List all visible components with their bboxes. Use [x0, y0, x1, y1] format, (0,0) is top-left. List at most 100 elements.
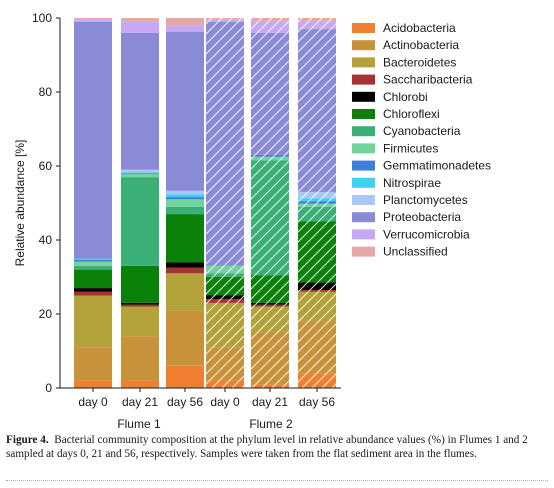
legend-label: Chloroflexi [383, 107, 440, 121]
bar-segment-hatch [251, 304, 289, 307]
bar-segment-hatch [206, 299, 244, 303]
bar-segment-hatch [206, 273, 244, 277]
legend-label: Verrucomicrobia [383, 227, 470, 241]
bar-segment [166, 206, 204, 215]
bar-segment-hatch [298, 289, 336, 292]
bar-segment-hatch [298, 21, 336, 30]
legend-label: Chlorobi [383, 90, 428, 104]
legend-entry: Nitrospirae [352, 176, 441, 190]
bar-segment [166, 197, 204, 200]
bar-segment [121, 304, 159, 307]
bar-segment-hatch [298, 282, 336, 290]
bar-segment-hatch [206, 19, 244, 22]
bars-layer [74, 18, 336, 388]
y-tick-label: 80 [39, 85, 53, 99]
bar-segment [121, 380, 159, 388]
legend-swatch [352, 246, 375, 257]
bar-segment-hatch [206, 380, 244, 388]
bar-segment-hatch [206, 347, 244, 381]
bar-segment-hatch [251, 306, 289, 333]
bar-segment [121, 173, 159, 175]
x-tick-label: day 56 [167, 395, 203, 409]
bar-segment-hatch [251, 160, 289, 276]
bar-segment [166, 262, 204, 268]
bar-segment [74, 291, 112, 296]
legend-swatch [352, 23, 375, 33]
group-label: Flume 2 [249, 417, 293, 430]
x-tick-label: day 21 [122, 395, 158, 409]
bar-stack [121, 18, 159, 388]
y-tick-label: 100 [32, 11, 52, 25]
legend-label: Actinobacteria [383, 38, 459, 52]
bar-segment [74, 347, 112, 381]
x-tick-label: day 21 [252, 395, 288, 409]
bar-segment [121, 306, 159, 337]
legend-swatch [352, 143, 375, 154]
bar-segment-hatch [298, 206, 336, 222]
x-tick-label: day 0 [210, 395, 240, 409]
legend-entry: Saccharibacteria [352, 73, 473, 87]
bar-segment [121, 169, 159, 173]
bar-segment-hatch [206, 295, 244, 300]
bar-segment [74, 18, 112, 20]
bar-segment [166, 310, 204, 366]
bar-segment [121, 302, 159, 305]
bar-segment-hatch [298, 291, 336, 322]
legend-entry: Gemmatimonadetes [352, 159, 491, 173]
legend-entry: Cyanobacteria [352, 124, 461, 138]
y-tick-label: 40 [39, 233, 53, 247]
legend-label: Acidobacteria [383, 21, 456, 35]
bar-segment-hatch [298, 198, 336, 202]
bar-segment [166, 199, 204, 207]
legend-label: Proteobacteria [383, 210, 461, 224]
legend-entry: Proteobacteria [352, 210, 461, 224]
bar-segment [74, 265, 112, 270]
bar-segment-hatch [251, 332, 289, 385]
bar-segment [74, 295, 112, 348]
legend-swatch [352, 212, 375, 223]
legend-swatch [352, 229, 375, 240]
figure-caption: Figure 4. Bacterial community compositio… [6, 433, 548, 461]
bar-segment [121, 172, 159, 174]
legend-entry: Unclassified [352, 245, 448, 259]
caption-divider [6, 480, 548, 481]
bar-segment-hatch [298, 18, 336, 22]
legend-entry: Chloroflexi [352, 107, 440, 121]
legend-swatch [352, 74, 375, 85]
bar-stack [74, 18, 112, 388]
bar-segment [74, 19, 112, 22]
bar-segment [166, 214, 204, 263]
y-tick-label: 20 [39, 307, 53, 321]
legend-swatch [352, 177, 375, 188]
legend-entry: Chlorobi [352, 90, 428, 104]
legend-swatch [352, 40, 375, 51]
bar-segment [166, 273, 204, 311]
y-tick-label: 0 [45, 381, 52, 395]
bar-segment-hatch [251, 156, 289, 161]
legend-label: Cyanobacteria [383, 124, 461, 138]
legend-entry: Actinobacteria [352, 38, 459, 52]
axes-layer: 0 20 40 60 80 100 day 0 day 21 day 56 day 0 day 21… [32, 11, 341, 430]
y-tick-label: 60 [39, 159, 53, 173]
bar-segment-hatch [206, 302, 244, 348]
bar-segment-hatch [251, 302, 289, 305]
bar-segment-hatch [298, 203, 336, 207]
bar-segment-hatch [206, 18, 244, 20]
bar-segment [166, 31, 204, 191]
bar-segment [121, 32, 159, 170]
bar-segment-hatch [206, 21, 244, 266]
legend-entry: Planctomycetes [352, 193, 468, 207]
bar-stack [251, 18, 289, 388]
x-tick-label: day 0 [78, 395, 108, 409]
bar-segment-hatch [298, 191, 336, 199]
legend-swatch [352, 195, 375, 205]
bar-segment [121, 336, 159, 381]
bar-segment-hatch [251, 275, 289, 303]
stacked-bar-chart: Relative abundance [%] 0 20 40 60 80 100 day 0… [13, 11, 491, 430]
bar-segment [74, 288, 112, 292]
bar-segment [166, 365, 204, 388]
figure-caption-label: Figure 4. [6, 434, 49, 446]
legend-label: Bacteroidetes [383, 55, 456, 69]
legend-entry: Firmicutes [352, 141, 438, 155]
legend-swatch [352, 109, 375, 119]
